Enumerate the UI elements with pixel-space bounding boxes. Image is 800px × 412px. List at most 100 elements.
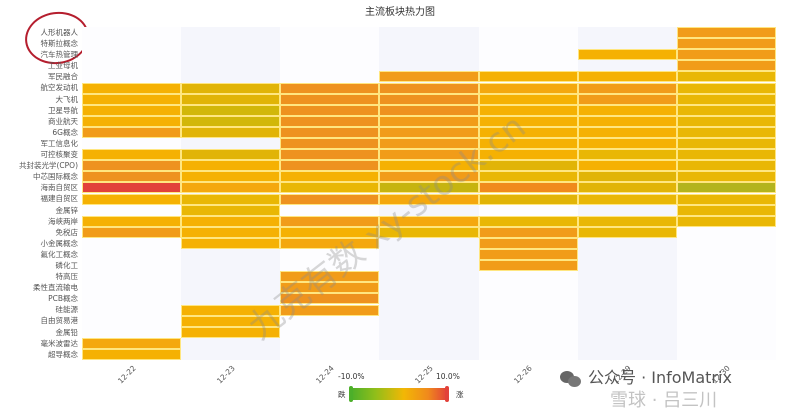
heatmap-cell[interactable] bbox=[379, 215, 479, 227]
heatmap-cell[interactable] bbox=[280, 171, 380, 183]
heatmap-cell[interactable] bbox=[82, 182, 182, 194]
heatmap-cell[interactable] bbox=[577, 138, 677, 150]
heatmap-cell[interactable] bbox=[82, 171, 182, 183]
heatmap-cell[interactable] bbox=[478, 115, 578, 127]
heatmap-cell[interactable] bbox=[676, 193, 776, 205]
heatmap-cell[interactable] bbox=[478, 260, 578, 272]
visual-map-legend[interactable]: -10.0% 10.0% 跌 涨 bbox=[338, 372, 468, 402]
heatmap-cell[interactable] bbox=[181, 171, 281, 183]
heatmap-cell[interactable] bbox=[181, 237, 281, 249]
heatmap-cell[interactable] bbox=[280, 215, 380, 227]
heatmap-cell[interactable] bbox=[577, 93, 677, 105]
heatmap-cell[interactable] bbox=[280, 304, 380, 316]
heatmap-cell[interactable] bbox=[577, 82, 677, 94]
visualmap-gradient-bar[interactable] bbox=[351, 388, 447, 400]
heatmap-cell[interactable] bbox=[82, 149, 182, 161]
heatmap-cell[interactable] bbox=[181, 115, 281, 127]
heatmap-cell[interactable] bbox=[280, 293, 380, 305]
heatmap-cell[interactable] bbox=[82, 160, 182, 172]
heatmap-cell[interactable] bbox=[676, 160, 776, 172]
heatmap-cell[interactable] bbox=[181, 326, 281, 338]
heatmap-cell[interactable] bbox=[676, 27, 776, 39]
heatmap-cell[interactable] bbox=[379, 115, 479, 127]
heatmap-cell[interactable] bbox=[577, 115, 677, 127]
heatmap-cell[interactable] bbox=[181, 126, 281, 138]
heatmap-cell[interactable] bbox=[379, 93, 479, 105]
heatmap-cell[interactable] bbox=[577, 160, 677, 172]
heatmap-cell[interactable] bbox=[82, 104, 182, 116]
heatmap-cell[interactable] bbox=[181, 193, 281, 205]
heatmap-cell[interactable] bbox=[280, 138, 380, 150]
heatmap-cell[interactable] bbox=[577, 149, 677, 161]
heatmap-cell[interactable] bbox=[181, 104, 281, 116]
heatmap-cell[interactable] bbox=[280, 93, 380, 105]
heatmap-cell[interactable] bbox=[676, 171, 776, 183]
heatmap-cell[interactable] bbox=[676, 138, 776, 150]
heatmap-cell[interactable] bbox=[82, 93, 182, 105]
heatmap-cell[interactable] bbox=[82, 348, 182, 360]
heatmap-cell[interactable] bbox=[577, 226, 677, 238]
heatmap-cell[interactable] bbox=[280, 115, 380, 127]
heatmap-cell[interactable] bbox=[478, 171, 578, 183]
heatmap-cell[interactable] bbox=[478, 138, 578, 150]
heatmap-cell[interactable] bbox=[379, 226, 479, 238]
heatmap-cell[interactable] bbox=[181, 204, 281, 216]
heatmap-cell[interactable] bbox=[379, 149, 479, 161]
heatmap-cell[interactable] bbox=[478, 126, 578, 138]
heatmap-cell[interactable] bbox=[379, 171, 479, 183]
heatmap-cell[interactable] bbox=[82, 82, 182, 94]
heatmap-cell[interactable] bbox=[676, 71, 776, 83]
heatmap-cell[interactable] bbox=[379, 193, 479, 205]
heatmap-cell[interactable] bbox=[577, 171, 677, 183]
heatmap-cell[interactable] bbox=[181, 82, 281, 94]
heatmap-cell[interactable] bbox=[280, 193, 380, 205]
heatmap-cell[interactable] bbox=[280, 182, 380, 194]
heatmap-cell[interactable] bbox=[577, 182, 677, 194]
heatmap-cell[interactable] bbox=[379, 160, 479, 172]
heatmap-cell[interactable] bbox=[676, 126, 776, 138]
heatmap-cell[interactable] bbox=[82, 226, 182, 238]
heatmap-cell[interactable] bbox=[280, 160, 380, 172]
heatmap-cell[interactable] bbox=[676, 115, 776, 127]
heatmap-cell[interactable] bbox=[676, 104, 776, 116]
heatmap-cell[interactable] bbox=[478, 160, 578, 172]
heatmap-cell[interactable] bbox=[280, 104, 380, 116]
heatmap-cell[interactable] bbox=[280, 282, 380, 294]
heatmap-cell[interactable] bbox=[181, 304, 281, 316]
heatmap-cell[interactable] bbox=[280, 226, 380, 238]
visualmap-min-handle[interactable] bbox=[349, 386, 353, 402]
heatmap-cell[interactable] bbox=[478, 71, 578, 83]
heatmap-cell[interactable] bbox=[82, 193, 182, 205]
heatmap-cell[interactable] bbox=[478, 82, 578, 94]
heatmap-cell[interactable] bbox=[676, 49, 776, 61]
heatmap-cell[interactable] bbox=[577, 126, 677, 138]
heatmap-cell[interactable] bbox=[577, 104, 677, 116]
heatmap-cell[interactable] bbox=[676, 149, 776, 161]
heatmap-cell[interactable] bbox=[181, 93, 281, 105]
heatmap-cell[interactable] bbox=[280, 271, 380, 283]
heatmap-cell[interactable] bbox=[478, 249, 578, 261]
heatmap-cell[interactable] bbox=[478, 237, 578, 249]
heatmap-cell[interactable] bbox=[379, 71, 479, 83]
heatmap-cell[interactable] bbox=[478, 182, 578, 194]
heatmap-cell[interactable] bbox=[379, 126, 479, 138]
heatmap-cell[interactable] bbox=[82, 215, 182, 227]
heatmap-cell[interactable] bbox=[478, 193, 578, 205]
heatmap-cell[interactable] bbox=[577, 71, 677, 83]
heatmap-cell[interactable] bbox=[82, 337, 182, 349]
heatmap-cell[interactable] bbox=[478, 226, 578, 238]
heatmap-cell[interactable] bbox=[379, 138, 479, 150]
heatmap-cell[interactable] bbox=[478, 93, 578, 105]
heatmap-cell[interactable] bbox=[676, 182, 776, 194]
heatmap-cell[interactable] bbox=[577, 215, 677, 227]
heatmap-cell[interactable] bbox=[181, 226, 281, 238]
visualmap-max-handle[interactable] bbox=[445, 386, 449, 402]
heatmap-cell[interactable] bbox=[478, 104, 578, 116]
heatmap-cell[interactable] bbox=[181, 315, 281, 327]
heatmap-cell[interactable] bbox=[676, 60, 776, 72]
heatmap-cell[interactable] bbox=[181, 215, 281, 227]
heatmap-cell[interactable] bbox=[676, 204, 776, 216]
heatmap-cell[interactable] bbox=[280, 237, 380, 249]
heatmap-cell[interactable] bbox=[478, 149, 578, 161]
heatmap-cell[interactable] bbox=[82, 115, 182, 127]
